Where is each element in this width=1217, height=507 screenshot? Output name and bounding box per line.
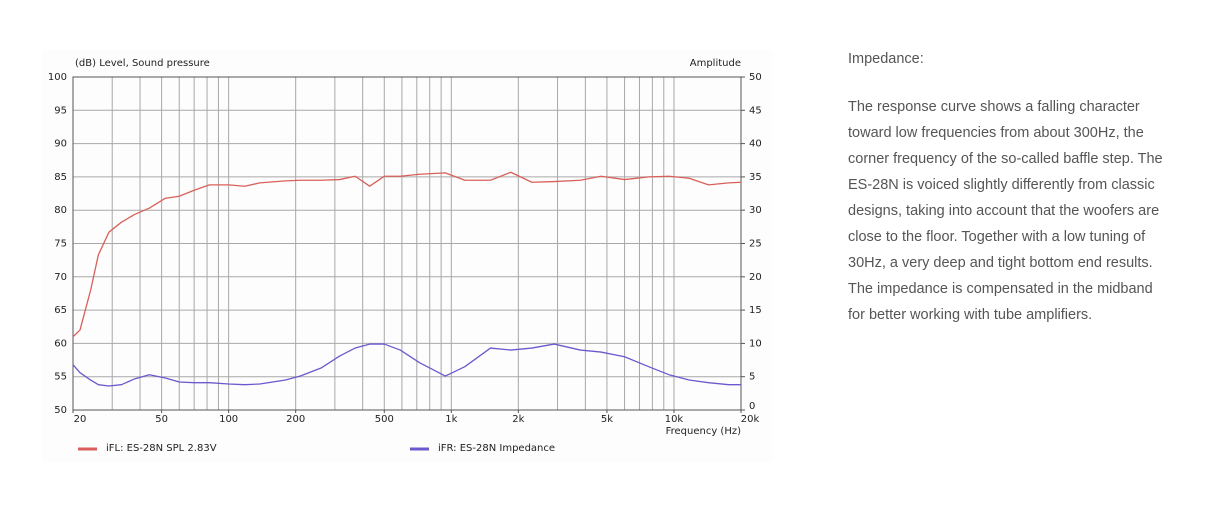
y-tick-label: 80 (54, 205, 67, 216)
y2-tick-label: 10 (749, 338, 762, 349)
series-line (72, 171, 742, 338)
y-tick-label: 95 (54, 105, 67, 116)
y2-tick-label: 45 (749, 105, 762, 116)
paragraph-line: 30Hz, a very deep and tight bottom end r… (848, 255, 1153, 271)
x-tick-label: 10k (665, 414, 684, 425)
y-tick-label: 65 (54, 305, 67, 316)
x-tick-label: 5k (601, 414, 613, 425)
heading: Impedance: (848, 51, 924, 67)
y-tick-label: 50 (54, 405, 67, 416)
y-tick-label: 100 (48, 72, 67, 83)
x-tick-label: 200 (286, 414, 305, 425)
legend-label: iFR: ES-28N Impedance (438, 443, 555, 454)
x-tick-label: 1k (445, 414, 457, 425)
y2-tick-label: 20 (749, 272, 762, 283)
y2-tick-label: 15 (749, 305, 762, 316)
paragraph-line: toward low frequencies from about 300Hz,… (848, 125, 1144, 141)
x-tick-label: 20 (74, 414, 87, 425)
x-tick-label: 100 (219, 414, 238, 425)
paragraph-line: close to the floor. Together with a low … (848, 229, 1146, 245)
paragraph-line: corner frequency of the so-called baffle… (848, 151, 1163, 167)
paragraph-line: ES-28N is voiced slightly differently fr… (848, 177, 1155, 193)
y-tick-label: 70 (54, 272, 67, 283)
chart-panel (42, 50, 772, 462)
x-tick-label: 50 (155, 414, 168, 425)
y-tick-label: 85 (54, 172, 67, 183)
y2-tick-label: 50 (749, 72, 762, 83)
paragraph-line: for better working with tube amplifiers. (848, 307, 1093, 323)
x-tick-label: 500 (375, 414, 394, 425)
y2-axis-label: Amplitude (690, 58, 741, 69)
y-tick-label: 75 (54, 239, 67, 250)
y2-tick-label: 25 (749, 239, 762, 250)
chart-title: (dB) Level, Sound pressure (75, 58, 210, 69)
chart: (dB) Level, Sound pressure Amplitude Fre… (42, 50, 772, 462)
y2-tick-label: 0 (749, 401, 755, 412)
y-tick-label: 55 (54, 372, 67, 383)
y2-tick-label: 5 (749, 372, 755, 383)
y-tick-label: 60 (54, 338, 67, 349)
paragraph-line: The response curve shows a falling chara… (848, 99, 1140, 115)
article: Impedance: The response curve shows a fa… (848, 47, 1208, 328)
paragraph-line: The impedance is compensated in the midb… (848, 281, 1153, 297)
series-line (72, 343, 741, 387)
paragraph-line: designs, taking into account that the wo… (848, 203, 1160, 219)
y2-tick-label: 40 (749, 139, 762, 150)
x-tick-label: 20k (741, 414, 760, 425)
x-axis-label: Frequency (Hz) (666, 426, 742, 437)
y2-tick-label: 35 (749, 172, 762, 183)
x-tick-label: 2k (512, 414, 524, 425)
legend-label: iFL: ES-28N SPL 2.83V (106, 443, 217, 454)
y2-tick-label: 30 (749, 205, 762, 216)
y-tick-label: 90 (54, 139, 67, 150)
